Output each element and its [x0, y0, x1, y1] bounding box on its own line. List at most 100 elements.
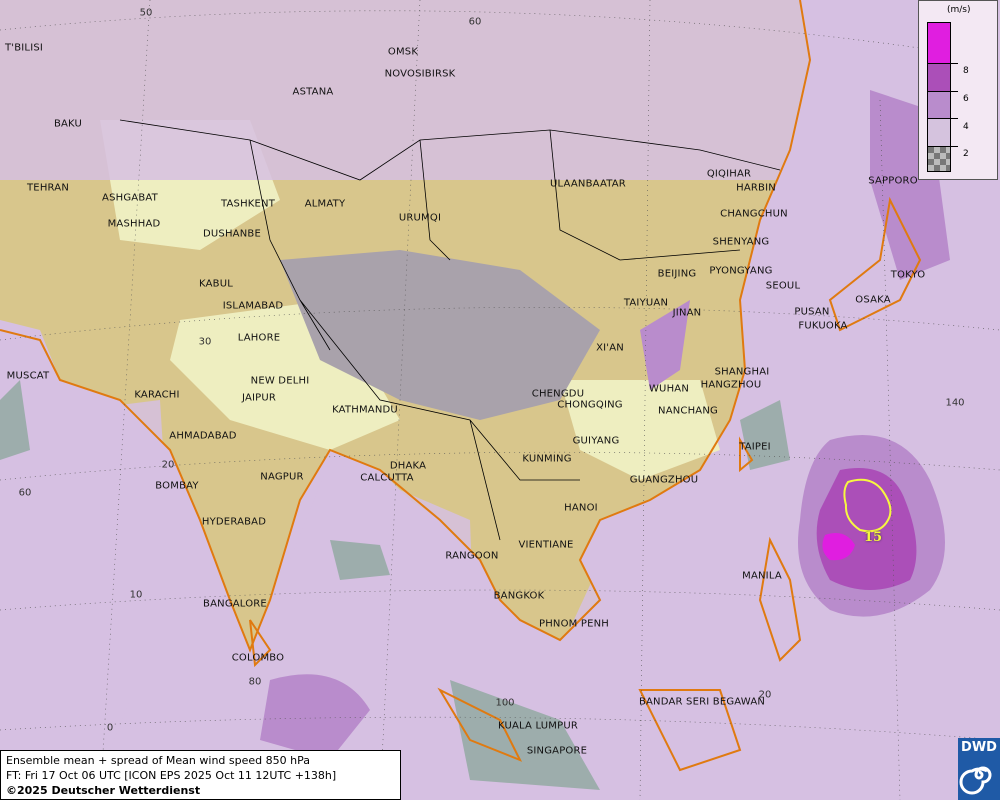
coastline [0, 0, 812, 653]
grid-label: 10 [129, 589, 143, 601]
forecast-time: FT: Fri 17 Oct 06 UTC [ICON EPS 2025 Oct… [6, 769, 337, 782]
copyright: ©2025 Deutscher Wetterdienst [6, 784, 201, 797]
city-label: DUSHANBE [203, 228, 261, 240]
country-borders [119, 119, 781, 541]
city-label: ASTANA [292, 86, 334, 98]
city-label: PUSAN [794, 306, 830, 318]
city-label: GUANGZHOU [629, 474, 699, 486]
city-label: TASHKENT [220, 198, 276, 210]
city-label: URUMQI [398, 212, 442, 224]
city-label: KABUL [199, 278, 233, 290]
grid-label: 140 [945, 397, 965, 409]
city-label: PYONGYANG [709, 265, 773, 277]
spread-area-max [822, 532, 855, 561]
city-label: QIQIHAR [706, 168, 752, 180]
city-label: ULAANBAATAR [550, 178, 626, 190]
city-label: BOMBAY [155, 480, 199, 492]
grid-label: 0 [106, 722, 114, 734]
legend-label: 6 [963, 94, 969, 104]
city-label: TEHRAN [26, 182, 70, 194]
spread-area-higher [816, 468, 917, 590]
legend-tick [951, 146, 958, 147]
legend-swatch [927, 91, 951, 119]
city-label: JAIPUR [241, 392, 277, 404]
city-label: VIENTIANE [518, 539, 574, 551]
city-label: OSAKA [855, 294, 891, 306]
city-label: KATHMANDU [332, 404, 398, 416]
city-label: NEW DELHI [250, 375, 310, 387]
city-label: SHENYANG [712, 236, 770, 248]
city-label: ALMATY [304, 198, 346, 210]
city-label: SHANGHAI [714, 366, 770, 378]
city-label: BAKU [53, 118, 83, 130]
city-label: KARACHI [134, 389, 180, 401]
wind-contour-15 [843, 478, 892, 533]
city-label: BEIJING [657, 268, 697, 280]
city-label: JINAN [672, 307, 702, 319]
city-label: SEOUL [765, 280, 801, 292]
grid-label: 80 [248, 676, 262, 688]
city-label: WUHAN [648, 383, 690, 395]
spiral-icon [959, 766, 992, 795]
city-label: LAHORE [237, 332, 281, 344]
city-label: KUALA LUMPUR [498, 720, 578, 732]
legend-unit: (m/s) [947, 5, 971, 15]
grid-label: 50 [139, 7, 153, 19]
city-label: HANOI [564, 502, 598, 514]
logo-text: DWD [961, 740, 997, 755]
grid-label: 100 [495, 697, 515, 709]
grid-label: 60 [468, 16, 482, 28]
city-label: COLOMBO [231, 652, 285, 664]
city-label: ISLAMABAD [222, 300, 284, 312]
city-label: NAGPUR [260, 471, 304, 483]
city-label: NOVOSIBIRSK [384, 68, 456, 80]
legend-swatch [927, 118, 951, 147]
city-label: SAPPORO [868, 175, 918, 187]
grid-label: 30 [198, 336, 212, 348]
spread-area-high [260, 90, 950, 760]
city-label: TOKYO [890, 269, 926, 281]
dwd-logo: DWD [958, 738, 1000, 800]
legend-tick [951, 91, 958, 92]
color-legend: (m/s) 8 6 4 2 [918, 0, 998, 180]
city-label: OMSK [387, 46, 419, 58]
legend-label: 2 [963, 149, 969, 159]
contour-label: 15 [864, 530, 883, 545]
city-label: FUKUOKA [798, 320, 848, 332]
city-label: AHMADABAD [169, 430, 237, 442]
city-label: CHANGCHUN [720, 208, 788, 220]
grid-label: 20 [161, 459, 175, 471]
legend-swatch [927, 146, 951, 172]
city-label: CHENGDU [531, 388, 585, 400]
city-label: HYDERABAD [201, 516, 267, 528]
city-label: PHNOM PENH [538, 618, 610, 630]
city-label: ASHGABAT [102, 192, 158, 204]
city-label: BANGALORE [203, 598, 267, 610]
island-coast [249, 196, 922, 772]
city-label: BANDAR SERI BEGAWAN [638, 696, 766, 708]
city-label: MUSCAT [6, 370, 50, 382]
legend-tick [951, 118, 958, 119]
legend-tick [951, 63, 958, 64]
legend-swatch [927, 63, 951, 92]
city-label: SINGAPORE [526, 745, 588, 757]
city-label: DHAKA [389, 460, 427, 472]
grid-label: 20 [758, 689, 772, 701]
legend-swatch [927, 22, 951, 64]
city-label: TAIPEI [739, 441, 771, 453]
city-label: RANGOON [445, 550, 499, 562]
city-label: CHONGQING [557, 399, 623, 411]
map-title: Ensemble mean + spread of Mean wind spee… [6, 754, 310, 767]
city-label: NANCHANG [658, 405, 718, 417]
city-label: HARBIN [736, 182, 776, 194]
map-caption: Ensemble mean + spread of Mean wind spee… [0, 750, 401, 800]
grid-label: 60 [18, 487, 32, 499]
legend-label: 4 [963, 122, 969, 132]
city-label: MANILA [742, 570, 782, 582]
city-label: MASHHAD [107, 218, 161, 230]
city-label: HANGZHOU [700, 379, 762, 391]
city-label: T'BILISI [4, 42, 44, 54]
